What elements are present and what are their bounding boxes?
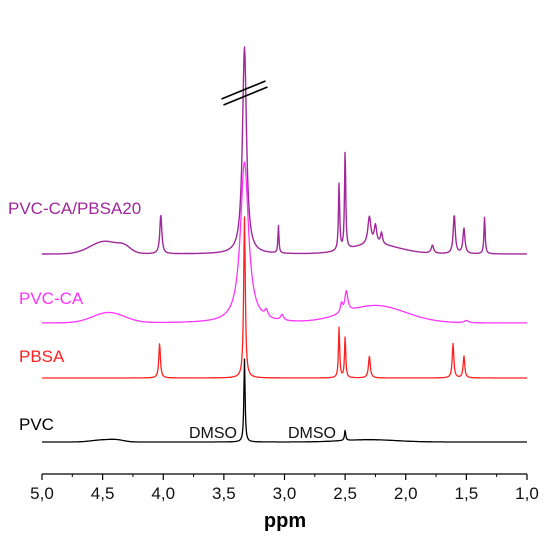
x-tick-label-5: 3,0: [273, 484, 297, 503]
x-axis-title: ppm: [264, 510, 306, 532]
series-label-4: PVC-CA/PBSA20: [8, 199, 141, 218]
x-tick-label-3: 4,0: [151, 484, 175, 503]
x-tick-label-8: 1,5: [455, 484, 479, 503]
x-tick-label-4: 3,5: [212, 484, 236, 503]
x-tick-label-7: 2,0: [394, 484, 418, 503]
series-label-1: PVC: [19, 415, 54, 434]
spectrum-line-3: [41, 161, 528, 324]
x-axis: 5,0 4,5 4,0 3,5 3,0 2,5 2,0 1,5 1,0: [30, 473, 539, 503]
series-label-3: PVC-CA: [19, 289, 84, 308]
spectra-group: [41, 46, 528, 443]
spectrum-line-4: [41, 46, 528, 255]
x-tick-label-9: 1,0: [515, 484, 539, 503]
dmso-annotation-1: DMSO: [189, 425, 237, 442]
x-tick-label-6: 2,5: [333, 484, 357, 503]
axis-break-mark-1: [221, 80, 266, 100]
dmso-annotation-2: DMSO: [288, 425, 336, 442]
axis-break-mark-2: [223, 86, 268, 106]
spectrum-line-1: [41, 358, 528, 443]
spectrum-line-2: [41, 216, 528, 379]
x-tick-label-1: 5,0: [30, 484, 54, 503]
series-labels: PVC PBSA PVC-CA PVC-CA/PBSA20 DMSO DMSO: [8, 199, 336, 442]
series-label-2: PBSA: [19, 347, 65, 366]
x-tick-label-2: 4,5: [91, 484, 115, 503]
